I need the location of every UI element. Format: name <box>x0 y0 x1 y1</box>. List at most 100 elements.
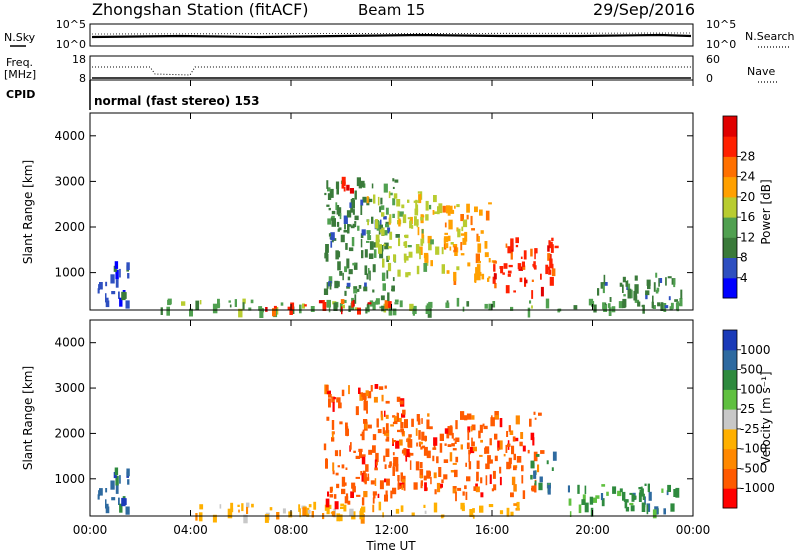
power-cell <box>507 270 512 274</box>
power-cell <box>484 303 488 309</box>
power-cell <box>667 276 672 279</box>
velocity-cell <box>358 448 363 452</box>
power-cell <box>673 278 676 288</box>
velocity-cell <box>447 426 450 436</box>
velocity-cell <box>538 412 542 416</box>
power-cell <box>633 290 638 301</box>
velocity-cell <box>465 491 468 500</box>
y-tick-label: 3000 <box>54 381 85 395</box>
velocity-cell <box>227 508 233 519</box>
power-cell <box>339 271 343 276</box>
power-cell <box>378 244 382 254</box>
power-cell <box>456 297 460 307</box>
velocity-cell <box>641 488 644 497</box>
velocity-cell <box>489 438 492 446</box>
velocity-cell <box>511 476 516 486</box>
velocity-cell <box>334 501 339 510</box>
velocity-cell <box>444 443 447 446</box>
power-cell <box>382 258 385 268</box>
x-tick-label: 04:00 <box>173 523 208 537</box>
velocity-cell <box>424 435 427 441</box>
power-cell <box>345 243 348 250</box>
velocity-cell <box>403 483 406 491</box>
velocity-cell <box>241 503 244 512</box>
velocity-cell <box>326 390 331 395</box>
power-cell <box>680 289 683 299</box>
power-cell <box>484 241 488 249</box>
power-cell <box>508 264 513 268</box>
velocity-cell <box>497 440 501 450</box>
power-cell <box>475 267 478 274</box>
power-cell <box>335 202 338 210</box>
power-cell <box>388 307 393 316</box>
velocity-cell <box>426 450 431 459</box>
velocity-cell <box>358 387 361 394</box>
noise-search-trace <box>91 32 692 35</box>
velocity-cell <box>341 488 346 495</box>
power-y-axis-label: Slant Range [km] <box>21 160 35 264</box>
velocity-cell <box>423 446 428 456</box>
velocity-cell <box>433 502 438 513</box>
velocity-cell <box>361 454 366 457</box>
velocity-cell <box>370 480 375 485</box>
velocity-cell <box>509 460 512 469</box>
power-cell <box>386 270 389 279</box>
velocity-cell <box>313 501 317 510</box>
velocity-cell <box>199 504 204 510</box>
velocity-cell <box>534 417 537 420</box>
power-cell <box>340 299 345 304</box>
power-cell <box>474 273 477 283</box>
power-cell <box>467 262 471 267</box>
colorbar-segment <box>723 176 737 198</box>
power-cell <box>603 304 608 312</box>
power-cell <box>362 196 367 203</box>
power-cell <box>420 216 424 221</box>
power-cell <box>195 300 200 310</box>
velocity-cell <box>432 447 437 450</box>
velocity-cell <box>569 511 572 517</box>
velocity-cell <box>468 461 472 470</box>
velocity-cell <box>461 505 465 512</box>
velocity-cell <box>349 508 354 516</box>
power-cell <box>367 235 372 240</box>
power-cell <box>326 299 331 308</box>
power-cell <box>346 210 352 218</box>
power-cell <box>517 263 522 270</box>
power-data-regions <box>97 176 683 318</box>
power-cell <box>549 258 553 269</box>
velocity-cell <box>506 431 509 437</box>
power-cell <box>609 297 612 303</box>
velocity-cell <box>499 466 502 474</box>
power-cell <box>443 236 449 243</box>
velocity-cell <box>398 417 402 422</box>
x-tick-label: 00:00 <box>73 523 108 537</box>
power-cell <box>445 243 449 249</box>
power-region-8 <box>597 272 683 314</box>
velocity-cell <box>336 483 340 489</box>
velocity-cell <box>485 463 490 470</box>
power-cell <box>453 277 457 285</box>
velocity-cell <box>394 421 398 425</box>
power-cell <box>447 235 451 242</box>
power-cell <box>510 251 513 260</box>
velocity-cell <box>350 491 354 498</box>
power-cell <box>368 253 374 259</box>
velocity-cell <box>376 418 379 428</box>
power-cell <box>393 193 398 199</box>
power-cell <box>372 264 376 273</box>
colorbar-tick-label: -1000 <box>740 481 775 495</box>
velocity-cell <box>408 434 412 438</box>
power-cell <box>462 306 465 312</box>
power-cell <box>658 278 660 287</box>
velocity-cell <box>499 510 504 515</box>
velocity-cell <box>449 426 453 436</box>
velocity-cell <box>364 419 368 429</box>
power-cell <box>366 240 370 243</box>
power-cell <box>476 264 481 272</box>
power-cell <box>407 245 412 248</box>
velocity-y-axis-label: Slant Range [km] <box>21 366 35 470</box>
velocity-cell <box>478 430 481 439</box>
power-cell <box>353 286 357 289</box>
power-cell <box>670 302 674 309</box>
power-cell <box>466 214 469 220</box>
